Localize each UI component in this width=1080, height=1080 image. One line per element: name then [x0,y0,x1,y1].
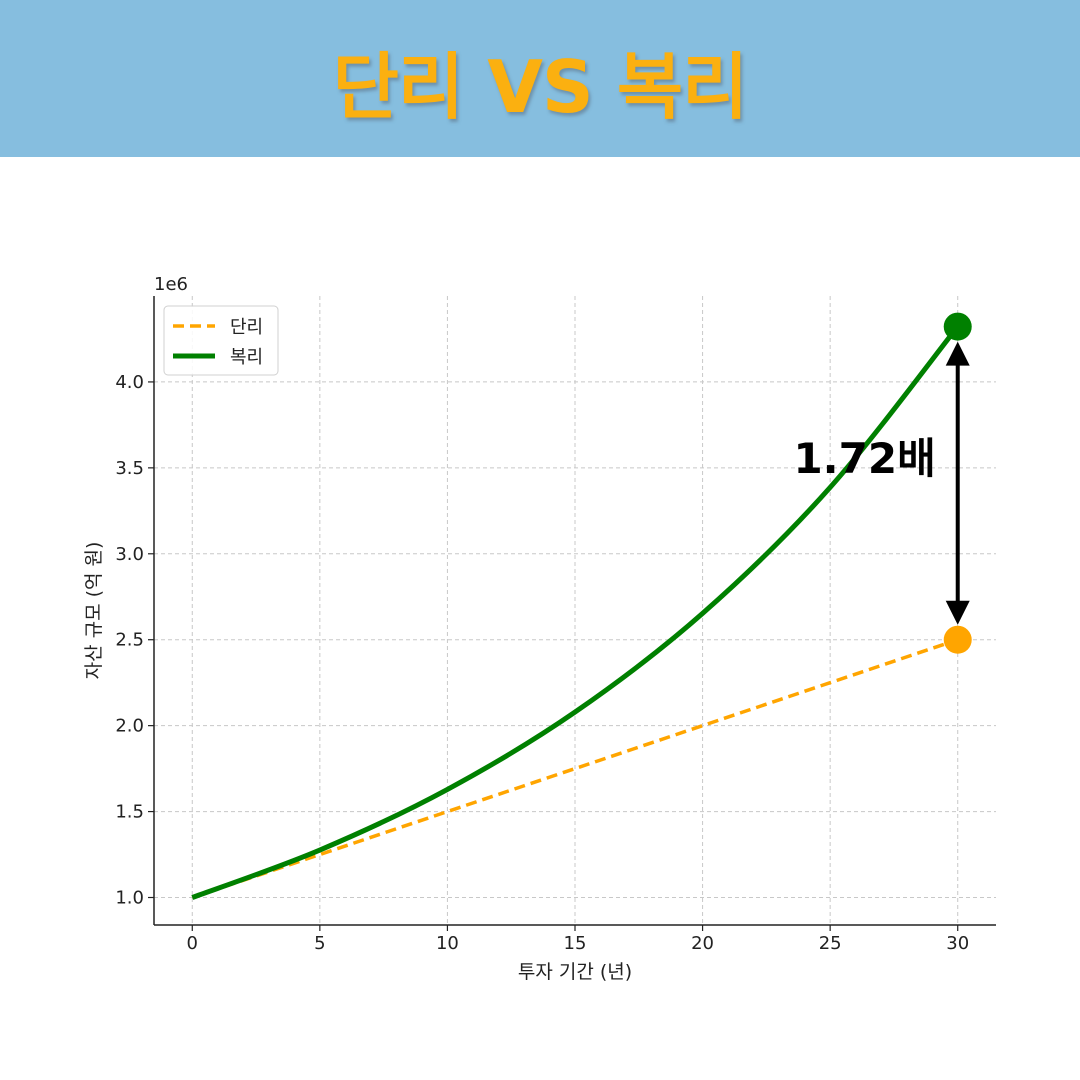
x-tick-label: 10 [436,933,459,954]
endpoint-markers [943,312,972,654]
grid-lines [154,296,996,925]
endpoint-marker [943,312,972,341]
series-lines [191,325,960,900]
legend-label: 복리 [230,347,263,368]
banner-title: 단리 VS 복리 [332,45,749,129]
series-line-compound [191,325,960,900]
y-tick-label: 3.0 [115,544,144,565]
y-tick-label: 3.5 [115,458,144,479]
y-tick-label: 1.0 [115,888,144,909]
annotation: 1.72배 [793,341,970,625]
series-line-simple [191,638,959,900]
y-axis-label: 자산 규모 (억 원) [83,542,105,680]
annotation-arrowhead-down [945,600,970,625]
legend-label: 단리 [230,317,263,338]
y-tick-label: 4.0 [115,372,144,393]
x-tick-label: 5 [314,933,325,954]
y-ticks: 1.0 1.5 2.0 2.5 3.0 3.5 4.0 [115,372,154,909]
annotation-arrowhead-up [945,341,970,366]
x-tick-label: 20 [691,933,714,954]
title-banner: 단리 VS 복리 [0,0,1080,157]
annotation-label: 1.72배 [793,434,935,483]
x-tick-label: 0 [187,933,198,954]
x-tick-label: 25 [819,933,842,954]
x-axis-label: 투자 기간 (년) [518,961,632,983]
x-tick-label: 30 [946,933,969,954]
endpoint-marker [943,625,972,654]
y-tick-label: 1.5 [115,802,144,823]
x-ticks: 0 5 10 15 20 25 30 [187,925,969,954]
y-offset-label: 1e6 [154,274,188,295]
x-tick-label: 15 [564,933,587,954]
y-tick-label: 2.0 [115,716,144,737]
y-tick-label: 2.5 [115,630,144,651]
